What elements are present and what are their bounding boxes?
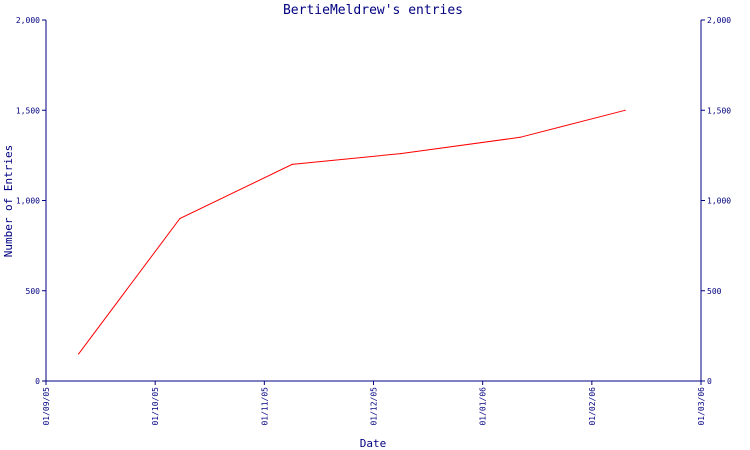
y-tick-label-left: 1,000 bbox=[16, 197, 40, 206]
y-tick-label-right: 500 bbox=[707, 287, 722, 296]
y-tick-label-right: 1,000 bbox=[707, 197, 731, 206]
y-tick-label-right: 0 bbox=[707, 377, 712, 386]
chart-title: BertieMeldrew's entries bbox=[283, 3, 463, 18]
x-tick-label: 01/09/05 bbox=[42, 387, 51, 426]
x-axis-label: Date bbox=[360, 437, 387, 450]
series-layer bbox=[77, 109, 626, 355]
x-tick-label: 01/11/05 bbox=[260, 387, 269, 426]
data-point bbox=[77, 353, 80, 355]
y-tick-label-left: 2,000 bbox=[16, 16, 40, 25]
data-point bbox=[400, 152, 402, 155]
y-tick-label-right: 1,500 bbox=[707, 106, 731, 115]
x-tick-label: 01/10/05 bbox=[151, 387, 160, 426]
y-tick-label-left: 0 bbox=[35, 377, 40, 386]
y-axis-label: Number of Entries bbox=[2, 145, 15, 258]
x-tick-label: 01/01/06 bbox=[479, 387, 488, 426]
x-tick-group: 01/09/05 01/10/05 01/11/05 01/12/05 01/01/06… bbox=[42, 381, 706, 426]
data-point bbox=[179, 217, 181, 220]
y-tick-label-left: 500 bbox=[26, 287, 41, 296]
data-point bbox=[624, 109, 626, 111]
data-point bbox=[291, 163, 293, 165]
y-tick-label-left: 1,500 bbox=[16, 106, 40, 115]
data-point bbox=[519, 136, 521, 138]
y-tick-group-right: 0 500 1,000 1,500 2,000 bbox=[701, 16, 731, 386]
x-tick-label: 01/12/05 bbox=[370, 387, 379, 426]
series-line bbox=[78, 109, 626, 355]
y-tick-label-right: 2,000 bbox=[707, 16, 731, 25]
x-tick-label: 01/02/06 bbox=[588, 387, 597, 426]
x-tick-label: 01/03/06 bbox=[697, 387, 706, 426]
y-tick-group-left: 0 500 1,000 1,500 2,000 bbox=[16, 16, 46, 386]
